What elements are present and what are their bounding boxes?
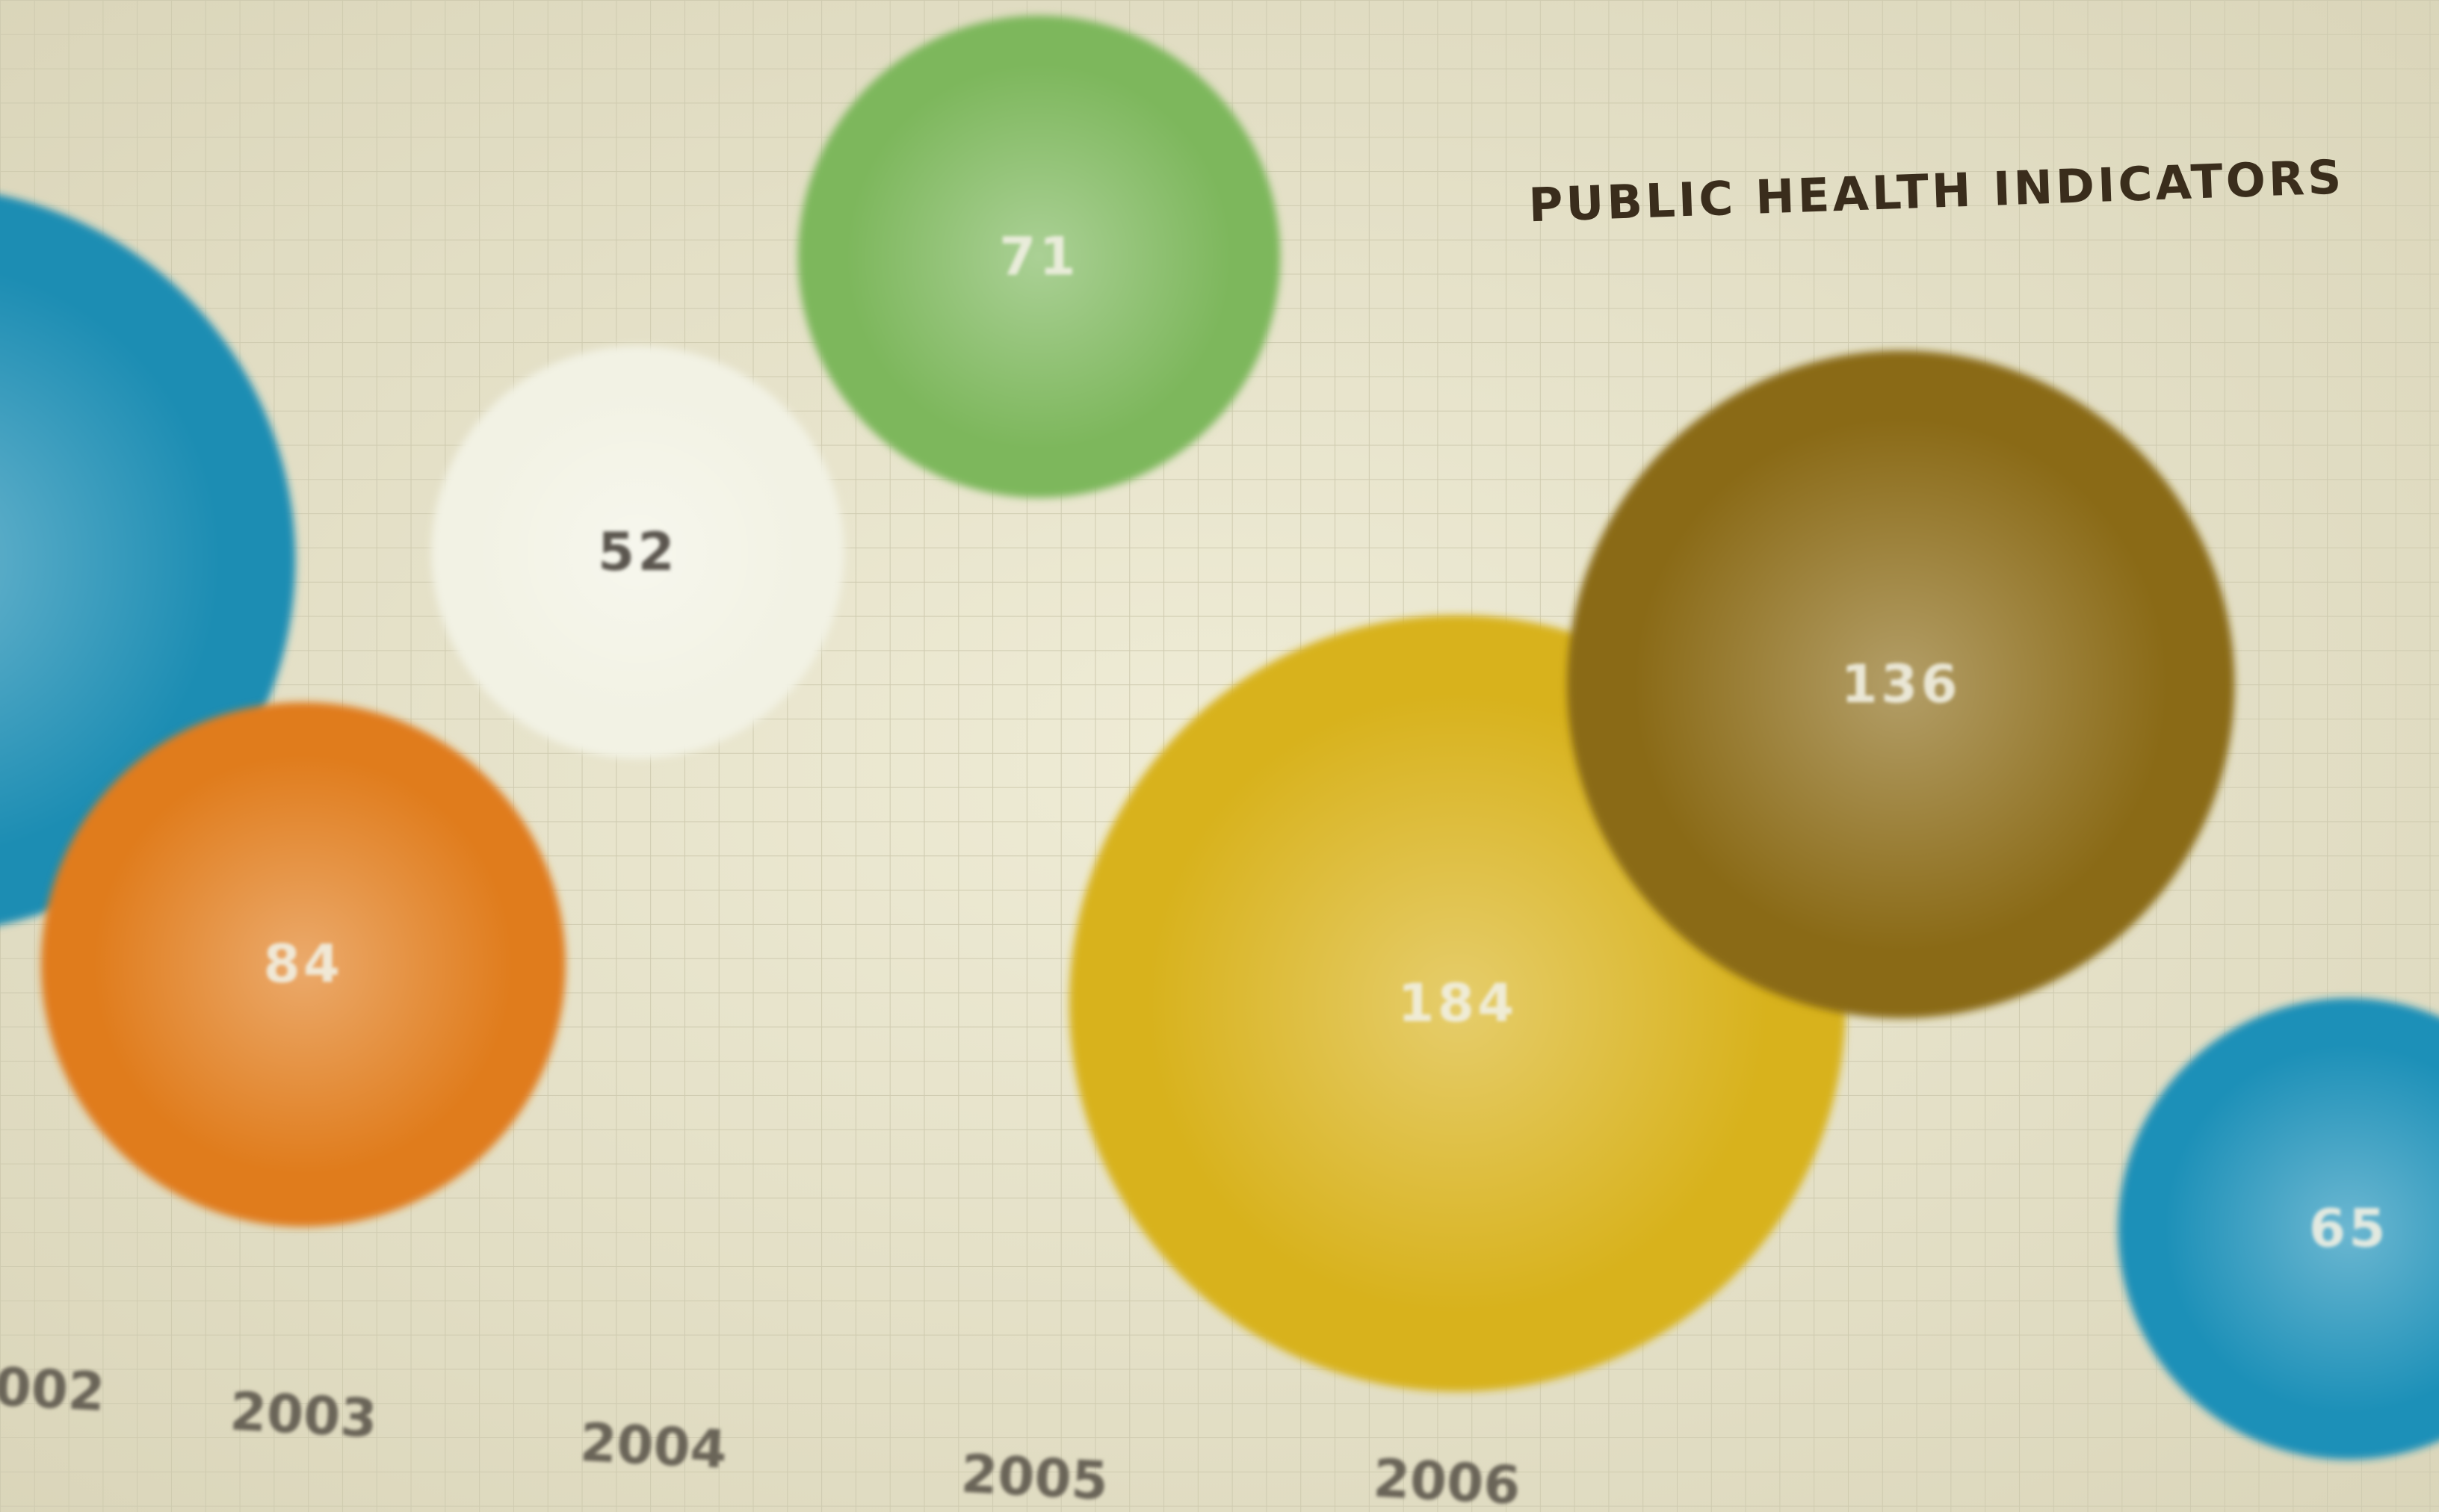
bubble-label: 136 (1841, 653, 1961, 715)
bubble-shine (2164, 1044, 2439, 1414)
x-tick-label: 2004 (578, 1411, 729, 1481)
x-tick-label: 2005 (959, 1443, 1110, 1512)
x-tick-label: 2003 (229, 1380, 379, 1449)
bubble-shine (0, 271, 221, 849)
bubble-shine (93, 755, 513, 1174)
bubble-label: 65 (2309, 1197, 2389, 1260)
x-tick-label: 2002 (0, 1354, 106, 1423)
x-tick-label: 2006 (1372, 1447, 1522, 1512)
bubble-shine (1633, 417, 2168, 952)
bubble-label: 52 (598, 521, 678, 583)
bubble-label: 84 (264, 933, 344, 995)
bubble-label: 184 (1397, 972, 1517, 1034)
bubble-shine (472, 387, 803, 718)
bubble-label: 71 (999, 225, 1079, 287)
bubble-shine (846, 63, 1232, 450)
